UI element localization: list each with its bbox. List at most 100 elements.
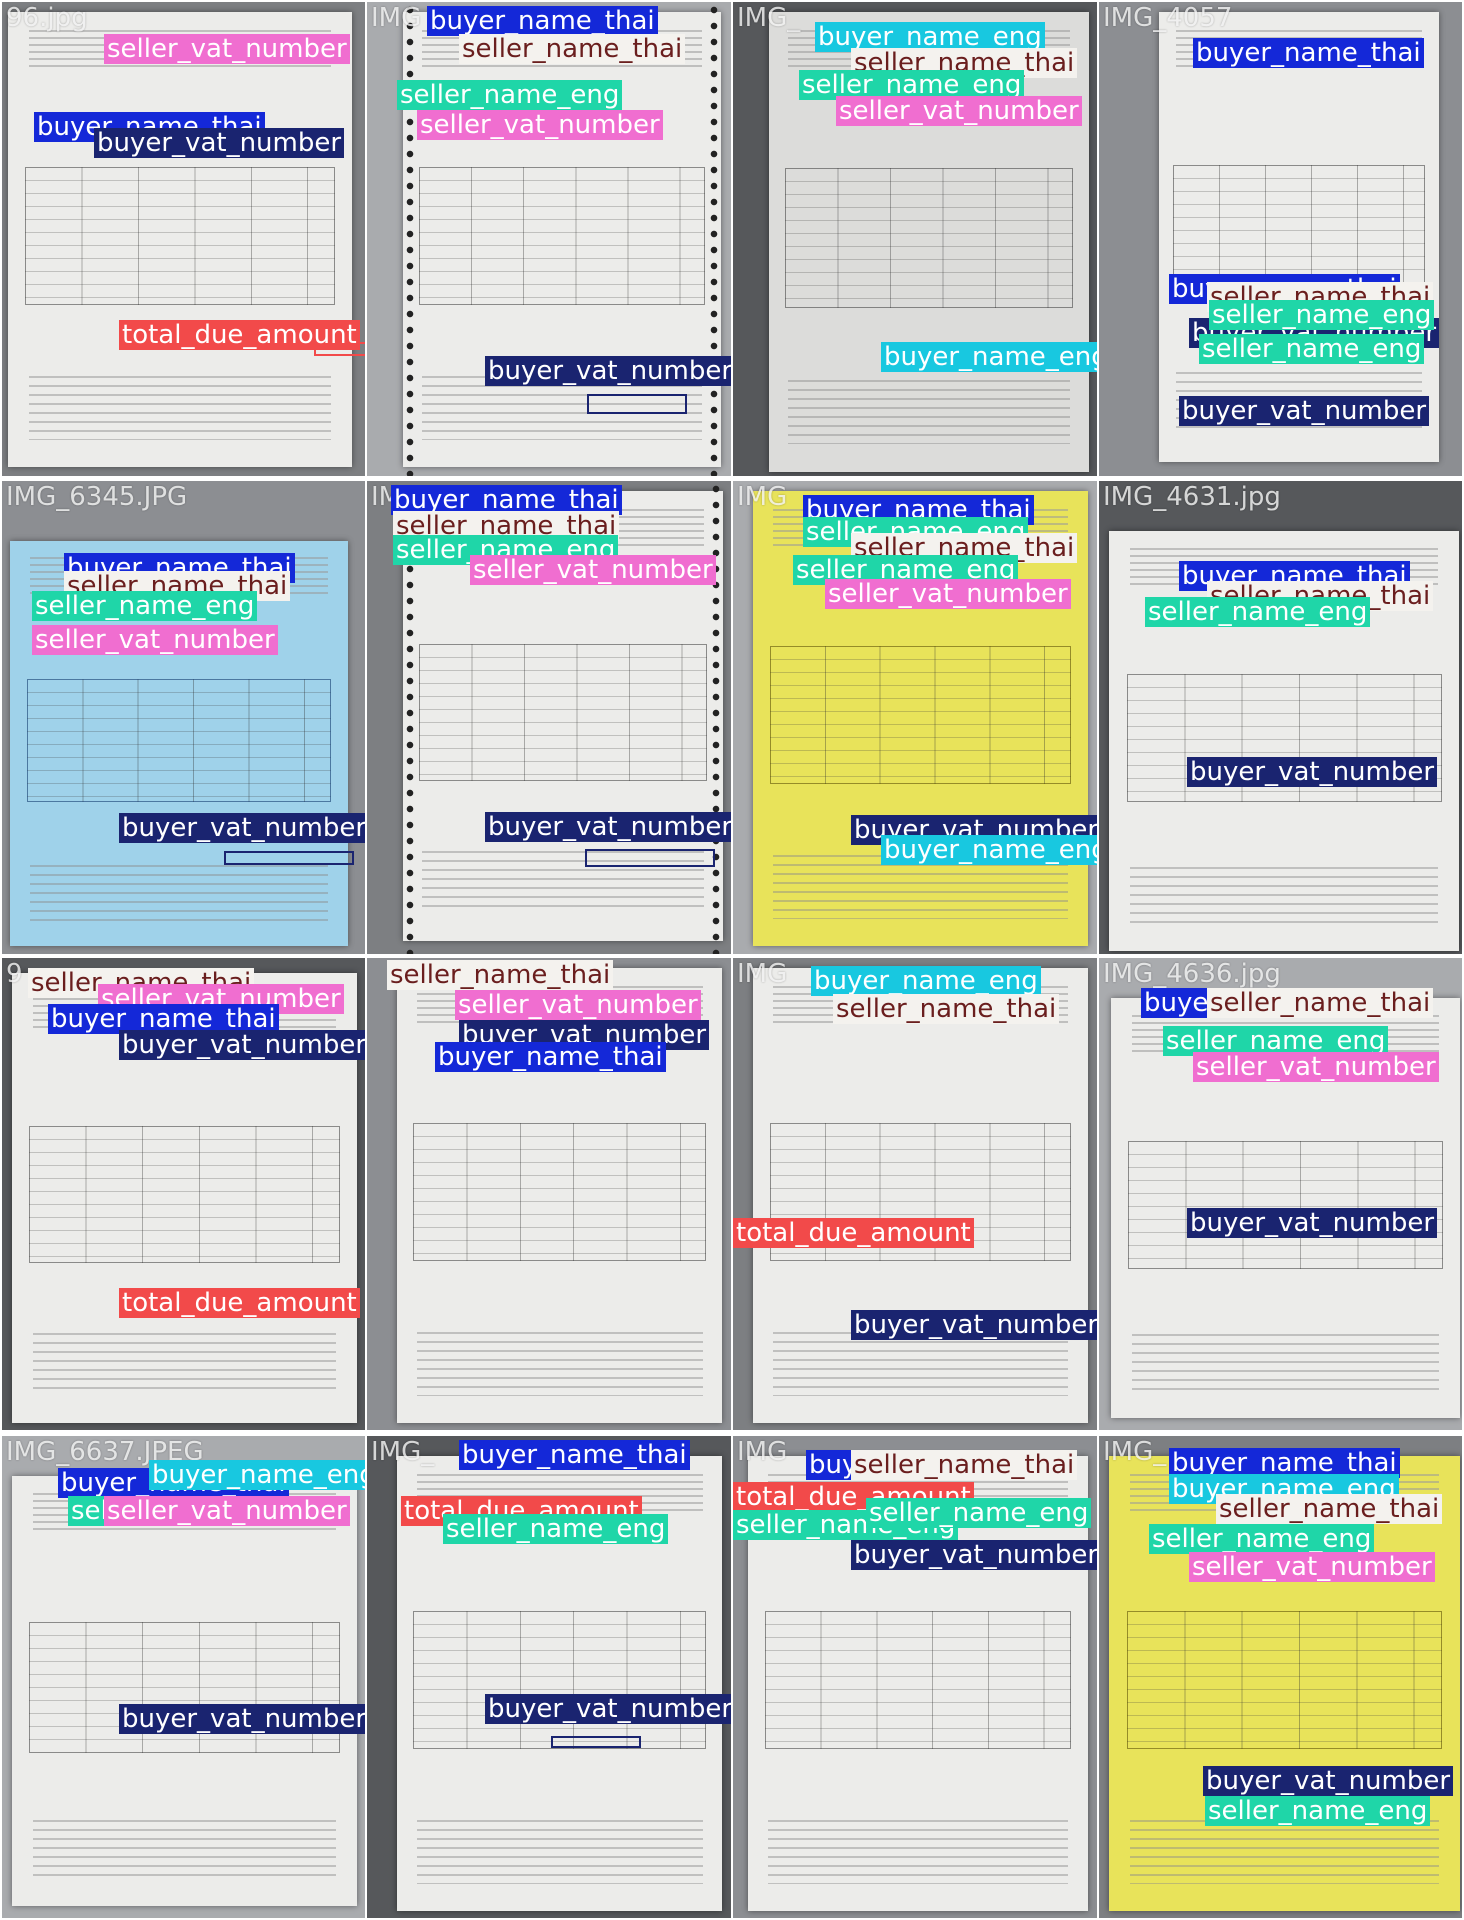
- invoice-document: [1159, 12, 1439, 462]
- field-label-tag: seller_vat_number: [32, 625, 278, 655]
- document-table: [769, 645, 1072, 785]
- field-label-tag: buyer_vat_number: [1187, 757, 1438, 787]
- field-label-tag: buyer_vat_number: [1203, 1766, 1454, 1796]
- field-label-tag: buyer_vat_number: [119, 813, 365, 843]
- field-label-tag: buyer_name_eng: [881, 835, 1097, 865]
- field-label-tag: seller_vat_number: [470, 555, 716, 585]
- field-label-tag: buyer_name_thai: [48, 1004, 279, 1034]
- image-tile: IMG buyer_name_thai seller_name_eng seller_…: [733, 481, 1097, 954]
- document-table: [29, 1126, 340, 1263]
- tractor-feed-holes: [405, 2, 415, 476]
- field-label-tag: seller_name_eng: [1205, 1796, 1431, 1826]
- field-label-tag: seller_name_thai: [833, 994, 1060, 1024]
- field-label-tag: buyer_name_thai: [391, 485, 622, 515]
- field-label-tag: seller_name_thai: [387, 960, 614, 990]
- document-footer: [32, 1333, 337, 1396]
- field-label-tag: seller_name_thai: [1216, 1494, 1443, 1524]
- tractor-feed-holes: [709, 2, 719, 476]
- field-label-tag: seller_name_eng: [1209, 300, 1435, 330]
- image-tile: IMG_6637.JPEGbuyer_name_thaibuyer_name_e…: [2, 1436, 365, 1918]
- field-label-tag: seller_name_eng: [32, 591, 258, 621]
- document-footer: [1131, 1334, 1440, 1393]
- image-filename: IMG: [737, 482, 788, 512]
- field-label-tag: seller_vat_number: [836, 96, 1082, 126]
- field-label-tag: seller_name_eng: [1145, 597, 1371, 627]
- image-tile: 96.jpg seller_vat_number buyer_name_thai bu…: [2, 2, 365, 476]
- image-tile: IMG_4631.jpg buyer_name_thai seller_name_t…: [1099, 481, 1462, 954]
- image-filename: IMG_: [371, 1437, 435, 1467]
- field-label-tag: seller_vat_number: [104, 1496, 350, 1526]
- image-tile: IMGbuyer_name_thaiseller_name_thaiseller…: [733, 1436, 1097, 1918]
- field-label-tag: buyer_name_eng: [881, 342, 1097, 372]
- field-label-tag: buyer_vat_number: [119, 1704, 365, 1734]
- image-filename: IMG_4631.jpg: [1103, 482, 1281, 512]
- document-footer: [416, 1332, 703, 1396]
- document-table: [25, 166, 335, 306]
- document-footer: [422, 851, 704, 914]
- field-label-tag: buyer_vat_number: [485, 356, 731, 386]
- image-tile: 9 seller_name_thai seller_vat_number buyer_…: [2, 958, 365, 1430]
- field-label-tag: seller_name_eng: [443, 1514, 669, 1544]
- field-label-tag: seller_name_thai: [459, 34, 686, 64]
- document-footer: [1130, 867, 1438, 926]
- field-label-tag: seller_name_eng: [799, 70, 1025, 100]
- field-label-tag: seller_vat_number: [1193, 1052, 1439, 1082]
- document-footer: [416, 1820, 703, 1884]
- document-table: [785, 168, 1073, 309]
- image-filename: IMG_4636.jpg: [1103, 959, 1281, 989]
- image-tile: seller_name_thai seller_vat_number buyer_v…: [367, 958, 731, 1430]
- field-label-tag: buyer_name_thai: [1193, 38, 1424, 68]
- field-label-tag: seller_name_eng: [866, 1498, 1092, 1528]
- field-label-tag: buyer_vat_number: [485, 812, 731, 842]
- image-filename: IMG_: [1103, 1437, 1167, 1467]
- image-tile: IMG_ buyer_name_eng seller_name_thai seller…: [733, 2, 1097, 476]
- document-footer: [773, 1332, 1068, 1396]
- field-label-tag: seller_name_thai: [851, 1450, 1078, 1480]
- document-footer: [788, 380, 1070, 445]
- field-label-tag: buyer_vat_number: [851, 1310, 1097, 1340]
- image-filename: IMG_: [737, 3, 801, 33]
- image-filename: IMG: [371, 3, 422, 33]
- invoice-document: [12, 1476, 357, 1906]
- image-tile: IMG_6345.JPG buyer_name_thai seller_name_t…: [2, 481, 365, 954]
- image-filename: 9: [6, 959, 23, 989]
- document-footer: [768, 1820, 1068, 1884]
- field-label-tag: seller_vat_number: [1189, 1552, 1435, 1582]
- tractor-feed-holes: [405, 481, 415, 954]
- image-tile: IMG buyer_name_eng seller_name_thai total_d…: [733, 958, 1097, 1430]
- field-label-tag: total_due_amount: [119, 1288, 360, 1318]
- image-tile: IMG_ buyer_name_thai buyer_name_eng seller_…: [1099, 1436, 1462, 1918]
- field-label-tag: seller_vat_number: [417, 110, 663, 140]
- field-label-tag: total_due_amount: [733, 1218, 974, 1248]
- document-table: [418, 166, 706, 306]
- image-tile: IMG_4636.jpgbuyer_name_thaiseller_name_t…: [1099, 958, 1462, 1430]
- document-table: [419, 644, 707, 781]
- document-footer: [30, 865, 328, 922]
- field-label-tag: seller_name_eng: [1149, 1524, 1375, 1554]
- image-tile: IMG_ buyer_name_thai total_due_amount selle…: [367, 1436, 731, 1918]
- tractor-feed-holes: [711, 481, 721, 954]
- image-filename: IMG_4057: [1103, 3, 1233, 33]
- field-label-tag: buyer_vat_number: [851, 1540, 1097, 1570]
- image-tile: IM buyer_name_thai seller_name_thai seller_…: [367, 481, 731, 954]
- document-footer: [773, 855, 1068, 919]
- document-table: [1126, 1610, 1443, 1750]
- invoice-document: [753, 968, 1088, 1423]
- invoice-document: [8, 12, 352, 467]
- field-label-tag: buyer_vat_number: [1187, 1208, 1438, 1238]
- document-footer: [28, 376, 332, 440]
- field-label-tag: buyer_vat_number: [94, 128, 345, 158]
- document-table: [413, 1610, 706, 1750]
- field-label-tag: buyer_name_thai: [427, 6, 658, 36]
- document-table: [1128, 1140, 1443, 1269]
- document-table: [26, 678, 332, 803]
- field-label-tag: buyer_vat_number: [119, 1030, 365, 1060]
- field-label-tag: seller_vat_number: [455, 990, 701, 1020]
- image-tile: IMG_4057buyer_name_thaibuyer_name_thaise…: [1099, 2, 1462, 476]
- field-label-tag: seller_vat_number: [104, 34, 350, 64]
- field-label-tag: seller_name_eng: [1163, 1026, 1389, 1056]
- field-label-tag: seller_name_eng: [1199, 334, 1425, 364]
- field-label-tag: seller_name_eng: [397, 80, 623, 110]
- document-footer: [422, 376, 702, 440]
